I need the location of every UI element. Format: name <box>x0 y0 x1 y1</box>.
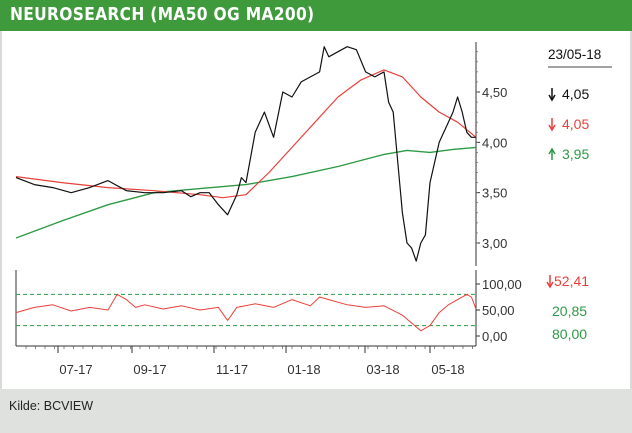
chart-title: NEUROSEARCH (MA50 OG MA200) <box>10 4 315 25</box>
price-legend: 23/05-18 4,05 4,05 3,95 <box>548 47 612 162</box>
arrow-head <box>548 94 556 102</box>
rsi-line <box>15 293 477 332</box>
rsi-legend-value: 80,00 <box>552 326 587 342</box>
legend-arrow-down <box>548 88 556 102</box>
price-y-tick-label: 4,50 <box>482 85 507 100</box>
price-y-tick-label: 4,00 <box>482 135 507 150</box>
x-tick-label: 07-17 <box>59 362 92 377</box>
rsi-y-tick-label: 50,00 <box>482 303 515 318</box>
legend-arrow-down <box>546 275 554 289</box>
x-tick-label: 05-18 <box>431 362 464 377</box>
legend-value: 3,95 <box>562 146 589 162</box>
ma50-line <box>15 69 477 199</box>
legend-date: 23/05-18 <box>548 47 601 62</box>
rsi-y-tick-label: 100,00 <box>482 277 522 292</box>
x-tick-label: 11-17 <box>216 362 248 377</box>
rsi-legend: 52,41 20,85 80,00 <box>546 273 589 342</box>
rsi-panel: 100,00 50,00 0,00 07-17 09-17 11-17 01-18 03-18… <box>15 270 522 377</box>
price-panel: 4,50 4,00 3,50 3,00 <box>15 42 507 266</box>
arrow-head <box>548 147 556 155</box>
x-tick-label: 03-18 <box>366 362 399 377</box>
x-tick-label: 09-17 <box>133 362 166 377</box>
arrow-head <box>548 124 556 132</box>
arrow-head <box>546 281 554 289</box>
rsi-y-tick-label: 0,00 <box>482 329 507 344</box>
title-bar: NEUROSEARCH (MA50 OG MA200) <box>0 0 632 31</box>
source-note: Kilde: BCVIEW <box>9 399 94 413</box>
ma200-line <box>15 146 477 239</box>
x-tick-label: 01-18 <box>287 362 320 377</box>
legend-value: 4,05 <box>562 116 589 132</box>
price-y-tick-label: 3,00 <box>482 236 507 251</box>
rsi-legend-value: 52,41 <box>554 273 589 289</box>
legend-arrow-down <box>548 118 556 132</box>
price-y-tick-label: 3,50 <box>482 186 507 201</box>
footer-bar <box>0 389 632 433</box>
rsi-legend-value: 20,85 <box>552 303 587 319</box>
legend-arrow-up <box>548 147 556 160</box>
legend-value: 4,05 <box>562 86 589 102</box>
price-line <box>15 46 476 262</box>
